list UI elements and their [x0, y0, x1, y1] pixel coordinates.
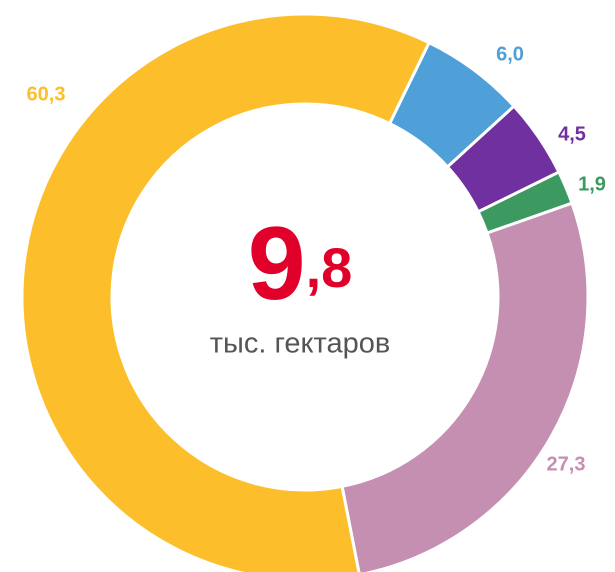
donut-segment: [340, 201, 590, 572]
value-label: 4,5: [558, 123, 586, 145]
center-value: 9,8: [248, 206, 353, 322]
value-label: 60,3: [27, 83, 66, 105]
value-label: 6,0: [496, 43, 524, 65]
donut-segment: [20, 12, 432, 572]
value-label: 27,3: [547, 453, 586, 475]
center-decimal: ,8: [306, 236, 353, 299]
center-integer: 9: [248, 206, 306, 322]
value-label: 1,9: [578, 173, 606, 195]
center-subtitle: тыс. гектаров: [210, 328, 391, 360]
